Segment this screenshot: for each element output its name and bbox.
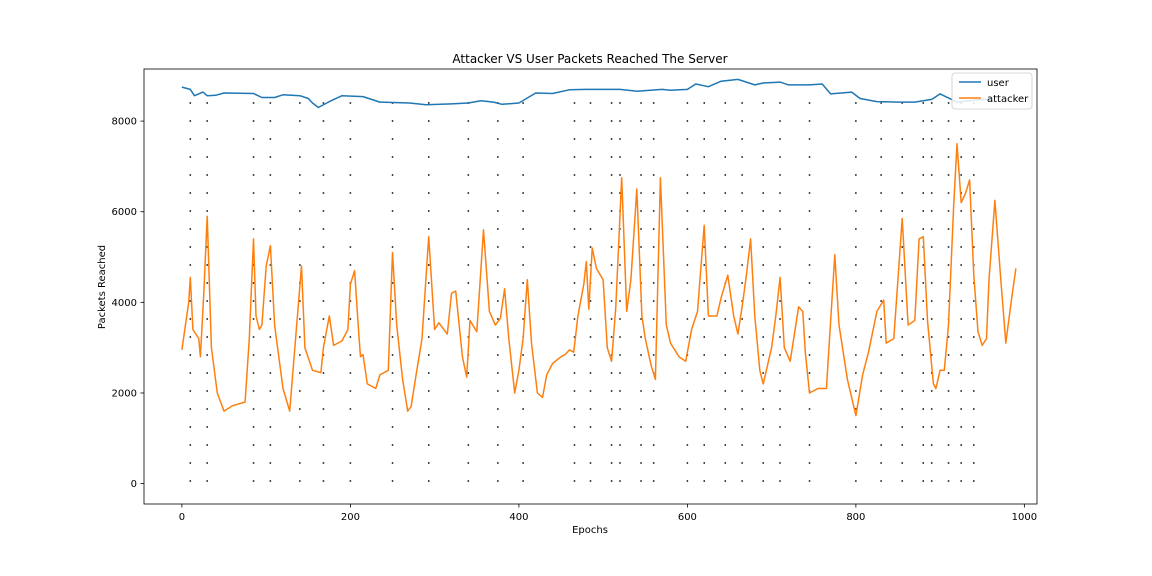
y-tick-label: 4000 bbox=[112, 298, 137, 309]
x-tick-label: 600 bbox=[678, 512, 697, 523]
x-axis-ticks: 0 200 400 600 800 1000 bbox=[179, 504, 1037, 523]
x-axis-title: Epochs bbox=[572, 525, 608, 536]
y-tick-label: 8000 bbox=[112, 117, 137, 128]
y-axis-ticks: 0 2000 4000 6000 8000 bbox=[112, 117, 144, 490]
plot-frame bbox=[143, 68, 1038, 505]
x-tick-label: 200 bbox=[341, 512, 360, 523]
y-tick-label: 2000 bbox=[112, 388, 137, 399]
y-tick-label: 6000 bbox=[112, 207, 137, 218]
x-tick-label: 1000 bbox=[1012, 512, 1037, 523]
y-axis-title: Packets Reached bbox=[97, 245, 108, 329]
legend-label-user: user bbox=[987, 78, 1010, 89]
x-tick-label: 800 bbox=[846, 512, 865, 523]
legend: user attacker bbox=[951, 72, 1033, 110]
y-tick-label: 0 bbox=[131, 479, 137, 490]
chart-title: Attacker VS User Packets Reached The Ser… bbox=[452, 52, 727, 66]
x-tick-label: 0 bbox=[179, 512, 185, 523]
series-line-user bbox=[181, 78, 996, 109]
series-lines bbox=[181, 78, 1017, 417]
series-line-attacker bbox=[181, 143, 1017, 417]
x-tick-label: 400 bbox=[509, 512, 528, 523]
legend-label-attacker: attacker bbox=[987, 94, 1029, 105]
